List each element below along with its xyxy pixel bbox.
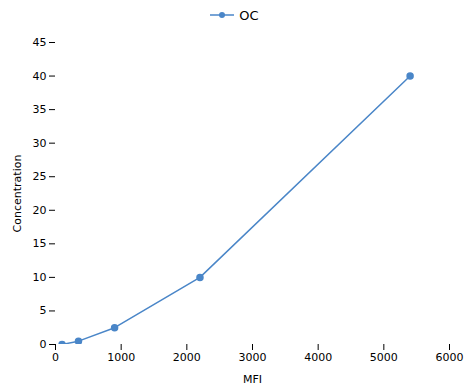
svg-text:45: 45	[33, 36, 47, 49]
svg-text:30: 30	[33, 137, 47, 150]
svg-text:40: 40	[33, 70, 47, 83]
svg-text:3000: 3000	[239, 351, 267, 364]
svg-text:25: 25	[33, 170, 47, 183]
svg-text:2000: 2000	[173, 351, 201, 364]
svg-text:1000: 1000	[107, 351, 135, 364]
svg-text:6000: 6000	[436, 351, 464, 364]
svg-text:5000: 5000	[370, 351, 398, 364]
html-text:OC: OC	[239, 7, 259, 23]
svg-text:0: 0	[52, 351, 59, 364]
svg-text:15: 15	[33, 237, 47, 250]
svg-text:MFI: MFI	[243, 373, 262, 386]
svg-text:4000: 4000	[304, 351, 332, 364]
svg-text:10: 10	[33, 271, 47, 284]
svg-text:Concentration: Concentration	[11, 155, 24, 233]
svg-text:35: 35	[33, 103, 47, 116]
svg-text:0: 0	[40, 338, 47, 351]
svg-text:20: 20	[33, 204, 47, 217]
svg-text:5: 5	[40, 304, 47, 317]
